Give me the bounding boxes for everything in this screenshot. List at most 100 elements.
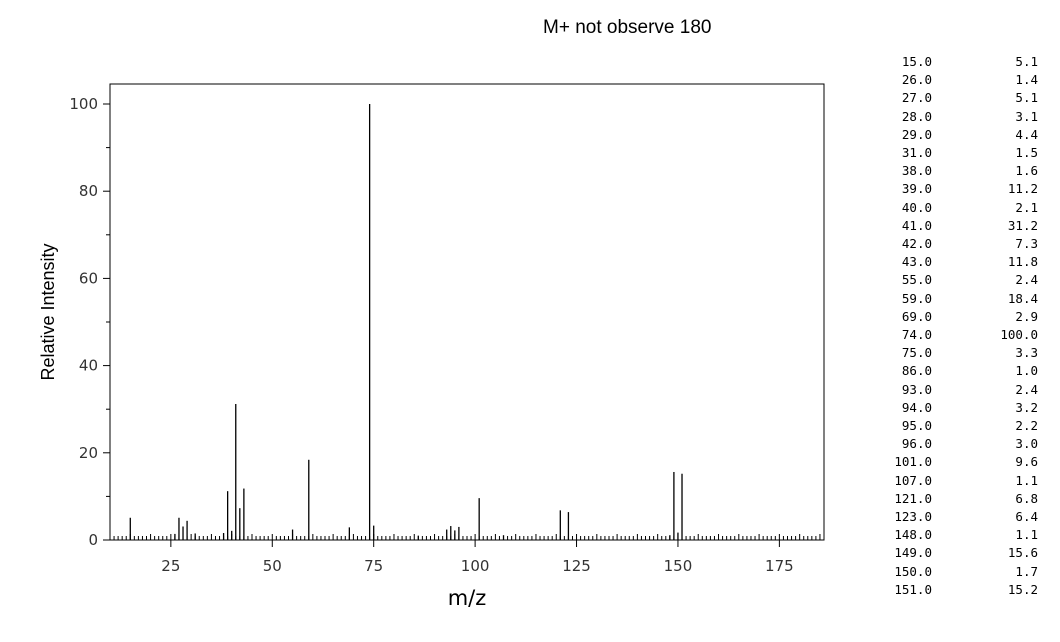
peak-intensity-cell: 4.4 bbox=[1015, 126, 1038, 142]
peak-mz-cell: 94.0 bbox=[901, 399, 932, 415]
peak-intensity-cell: 1.6 bbox=[1015, 163, 1038, 179]
peak-table-row: 121.0 6.8 bbox=[884, 490, 1038, 508]
plot-frame bbox=[109, 83, 825, 541]
peak-mz-cell: 95.0 bbox=[901, 418, 932, 434]
mass-spectrum-chart: 25 50 75 100 125 150 175 0 20 40 60 80 100 m/z Rela… bbox=[38, 83, 825, 610]
peak-table-row: 38.0 1.6 bbox=[884, 162, 1038, 180]
peak-intensity-cell: 3.0 bbox=[1015, 436, 1038, 452]
peak-table-row: 27.0 5.1 bbox=[884, 89, 1038, 107]
peak-mz-cell: 74.0 bbox=[901, 327, 932, 343]
peak-mz-cell: 121.0 bbox=[894, 490, 932, 506]
y-tick-label: 20 bbox=[79, 444, 98, 462]
peak-intensity-cell: 18.4 bbox=[1007, 290, 1038, 306]
peak-intensity-cell: 2.4 bbox=[1015, 272, 1038, 288]
peak-mz-cell: 29.0 bbox=[901, 126, 932, 142]
peak-mz-cell: 40.0 bbox=[901, 199, 932, 215]
peak-intensity-cell: 3.2 bbox=[1015, 399, 1038, 415]
peak-table-row: 151.0 15.2 bbox=[884, 581, 1038, 599]
peak-table-row: 41.0 31.2 bbox=[884, 217, 1038, 235]
peak-table-row: 107.0 1.1 bbox=[884, 472, 1038, 490]
peak-mz-cell: 28.0 bbox=[901, 108, 932, 124]
peak-intensity-cell: 1.4 bbox=[1015, 72, 1038, 88]
peak-table-row: 123.0 6.4 bbox=[884, 508, 1038, 526]
peak-table-row: 86.0 1.0 bbox=[884, 362, 1038, 380]
x-axis-label: m/z bbox=[448, 586, 487, 610]
peak-mz-cell: 150.0 bbox=[894, 563, 932, 579]
y-tick-label: 60 bbox=[79, 269, 98, 287]
peak-mz-cell: 123.0 bbox=[894, 509, 932, 525]
peak-table-row: 148.0 1.1 bbox=[884, 526, 1038, 544]
peak-intensity-cell: 15.2 bbox=[1007, 581, 1038, 597]
peak-table-row: 69.0 2.9 bbox=[884, 308, 1038, 326]
peak-intensity-cell: 11.8 bbox=[1007, 254, 1038, 270]
peak-mz-cell: 15.0 bbox=[901, 54, 932, 69]
y-tick-label: 0 bbox=[88, 531, 98, 549]
peak-mz-cell: 41.0 bbox=[901, 217, 932, 233]
peak-mz-cell: 86.0 bbox=[901, 363, 932, 379]
peak-table: 15.0 5.1 26.0 1.4 27.0 5.1 28.0 3.1 29.0 4.4 31.0 1… bbox=[884, 53, 1038, 599]
peak-table-row: 31.0 1.5 bbox=[884, 144, 1038, 162]
peak-intensity-cell: 6.8 bbox=[1015, 490, 1038, 506]
peak-mz-cell: 101.0 bbox=[894, 454, 932, 470]
peak-mz-cell: 93.0 bbox=[901, 381, 932, 397]
peak-table-row: 39.0 11.2 bbox=[884, 180, 1038, 198]
peak-intensity-cell: 15.6 bbox=[1007, 545, 1038, 561]
peak-table-row: 28.0 3.1 bbox=[884, 108, 1038, 126]
peak-intensity-cell: 9.6 bbox=[1015, 454, 1038, 470]
peak-mz-cell: 149.0 bbox=[894, 545, 932, 561]
peak-intensity-cell: 1.7 bbox=[1015, 563, 1038, 579]
peak-intensity-cell: 7.3 bbox=[1015, 236, 1038, 252]
peak-intensity-cell: 5.1 bbox=[1015, 54, 1038, 69]
peak-intensity-cell: 3.3 bbox=[1015, 345, 1038, 361]
y-tick-label: 80 bbox=[79, 182, 98, 200]
peak-table-row: 95.0 2.2 bbox=[884, 417, 1038, 435]
peak-mz-cell: 43.0 bbox=[901, 254, 932, 270]
peak-mz-cell: 55.0 bbox=[901, 272, 932, 288]
x-tick-label: 100 bbox=[461, 557, 490, 575]
peak-table-row: 150.0 1.7 bbox=[884, 563, 1038, 581]
peak-table-row: 74.0 100.0 bbox=[884, 326, 1038, 344]
peak-mz-cell: 75.0 bbox=[901, 345, 932, 361]
peaks bbox=[129, 104, 683, 540]
x-tick-label: 175 bbox=[765, 557, 794, 575]
peak-table-row: 94.0 3.2 bbox=[884, 399, 1038, 417]
peak-intensity-cell: 2.9 bbox=[1015, 308, 1038, 324]
y-tick-label: 100 bbox=[69, 95, 98, 113]
x-tick-label: 50 bbox=[263, 557, 282, 575]
peak-mz-cell: 38.0 bbox=[901, 163, 932, 179]
peak-table-row: 40.0 2.1 bbox=[884, 199, 1038, 217]
x-axis-ticks: 25 50 75 100 125 150 175 bbox=[161, 540, 794, 575]
peak-table-row: 93.0 2.4 bbox=[884, 381, 1038, 399]
x-tick-label: 75 bbox=[364, 557, 383, 575]
peak-mz-cell: 96.0 bbox=[901, 436, 932, 452]
peak-table-row: 26.0 1.4 bbox=[884, 71, 1038, 89]
peak-mz-cell: 26.0 bbox=[901, 72, 932, 88]
peak-mz-cell: 148.0 bbox=[894, 527, 932, 543]
peak-mz-cell: 107.0 bbox=[894, 472, 932, 488]
peak-intensity-cell: 2.1 bbox=[1015, 199, 1038, 215]
y-tick-label: 40 bbox=[79, 357, 98, 375]
peak-intensity-cell: 5.1 bbox=[1015, 90, 1038, 106]
peak-table-row: 101.0 9.6 bbox=[884, 453, 1038, 471]
peak-mz-cell: 69.0 bbox=[901, 308, 932, 324]
peak-mz-cell: 151.0 bbox=[894, 581, 932, 597]
peak-mz-cell: 42.0 bbox=[901, 236, 932, 252]
peak-table-row: 29.0 4.4 bbox=[884, 126, 1038, 144]
y-axis-ticks: 0 20 40 60 80 100 bbox=[69, 95, 110, 549]
peak-mz-cell: 59.0 bbox=[901, 290, 932, 306]
peak-mz-cell: 27.0 bbox=[901, 90, 932, 106]
peak-intensity-cell: 6.4 bbox=[1015, 509, 1038, 525]
peak-intensity-cell: 2.4 bbox=[1015, 381, 1038, 397]
peak-intensity-cell: 11.2 bbox=[1007, 181, 1038, 197]
y-axis-label: Relative Intensity bbox=[38, 243, 58, 380]
peak-table-row: 15.0 5.1 bbox=[884, 53, 1038, 71]
peak-mz-cell: 39.0 bbox=[901, 181, 932, 197]
peak-intensity-cell: 31.2 bbox=[1007, 217, 1038, 233]
x-tick-label: 25 bbox=[161, 557, 180, 575]
peak-intensity-cell: 1.5 bbox=[1015, 145, 1038, 161]
peak-table-row: 75.0 3.3 bbox=[884, 344, 1038, 362]
peak-intensity-cell: 100.0 bbox=[1000, 327, 1038, 343]
peak-table-row: 149.0 15.6 bbox=[884, 544, 1038, 562]
peak-table-row: 42.0 7.3 bbox=[884, 235, 1038, 253]
peak-intensity-cell: 2.2 bbox=[1015, 418, 1038, 434]
